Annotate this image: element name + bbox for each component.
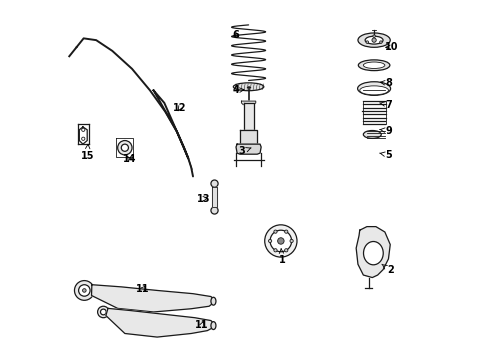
- Ellipse shape: [82, 289, 86, 292]
- Text: 11: 11: [195, 320, 209, 330]
- Text: 6: 6: [232, 30, 239, 40]
- Ellipse shape: [373, 35, 375, 37]
- Polygon shape: [92, 285, 215, 312]
- Ellipse shape: [122, 144, 128, 151]
- Ellipse shape: [274, 249, 277, 252]
- Ellipse shape: [278, 238, 284, 244]
- Text: 8: 8: [380, 78, 392, 88]
- Ellipse shape: [358, 82, 391, 95]
- Text: 12: 12: [173, 103, 187, 113]
- Text: 1: 1: [278, 249, 285, 265]
- Ellipse shape: [364, 62, 385, 68]
- Polygon shape: [356, 226, 390, 278]
- Ellipse shape: [358, 60, 390, 71]
- Ellipse shape: [274, 230, 277, 233]
- Text: 14: 14: [123, 154, 136, 164]
- Ellipse shape: [358, 33, 390, 47]
- Ellipse shape: [211, 207, 218, 214]
- Ellipse shape: [365, 36, 383, 44]
- Ellipse shape: [211, 321, 216, 329]
- Polygon shape: [236, 144, 261, 154]
- Ellipse shape: [74, 280, 94, 300]
- Ellipse shape: [380, 41, 382, 43]
- Polygon shape: [240, 130, 257, 144]
- Ellipse shape: [118, 140, 132, 155]
- Text: 3: 3: [239, 146, 251, 156]
- Ellipse shape: [98, 306, 109, 318]
- Text: 2: 2: [382, 264, 393, 275]
- Ellipse shape: [372, 38, 376, 42]
- Text: 7: 7: [380, 100, 392, 110]
- Ellipse shape: [211, 297, 216, 305]
- Ellipse shape: [269, 239, 272, 243]
- Text: 9: 9: [380, 126, 392, 135]
- Ellipse shape: [364, 131, 381, 138]
- Text: 4: 4: [233, 85, 244, 95]
- Ellipse shape: [290, 239, 293, 243]
- Polygon shape: [212, 187, 218, 207]
- Ellipse shape: [364, 242, 383, 265]
- Text: 15: 15: [80, 144, 94, 161]
- Text: 5: 5: [380, 150, 392, 160]
- Text: 13: 13: [197, 194, 211, 204]
- Ellipse shape: [360, 86, 389, 95]
- Text: 10: 10: [385, 42, 398, 52]
- Ellipse shape: [100, 309, 106, 315]
- Ellipse shape: [270, 230, 292, 252]
- Ellipse shape: [285, 230, 288, 233]
- Ellipse shape: [366, 41, 368, 43]
- Polygon shape: [242, 101, 256, 105]
- Polygon shape: [106, 309, 215, 337]
- Text: 11: 11: [136, 284, 149, 294]
- Polygon shape: [244, 103, 254, 130]
- Ellipse shape: [285, 249, 288, 252]
- Ellipse shape: [78, 285, 90, 296]
- Ellipse shape: [211, 180, 218, 187]
- Ellipse shape: [265, 225, 297, 257]
- Ellipse shape: [233, 83, 264, 91]
